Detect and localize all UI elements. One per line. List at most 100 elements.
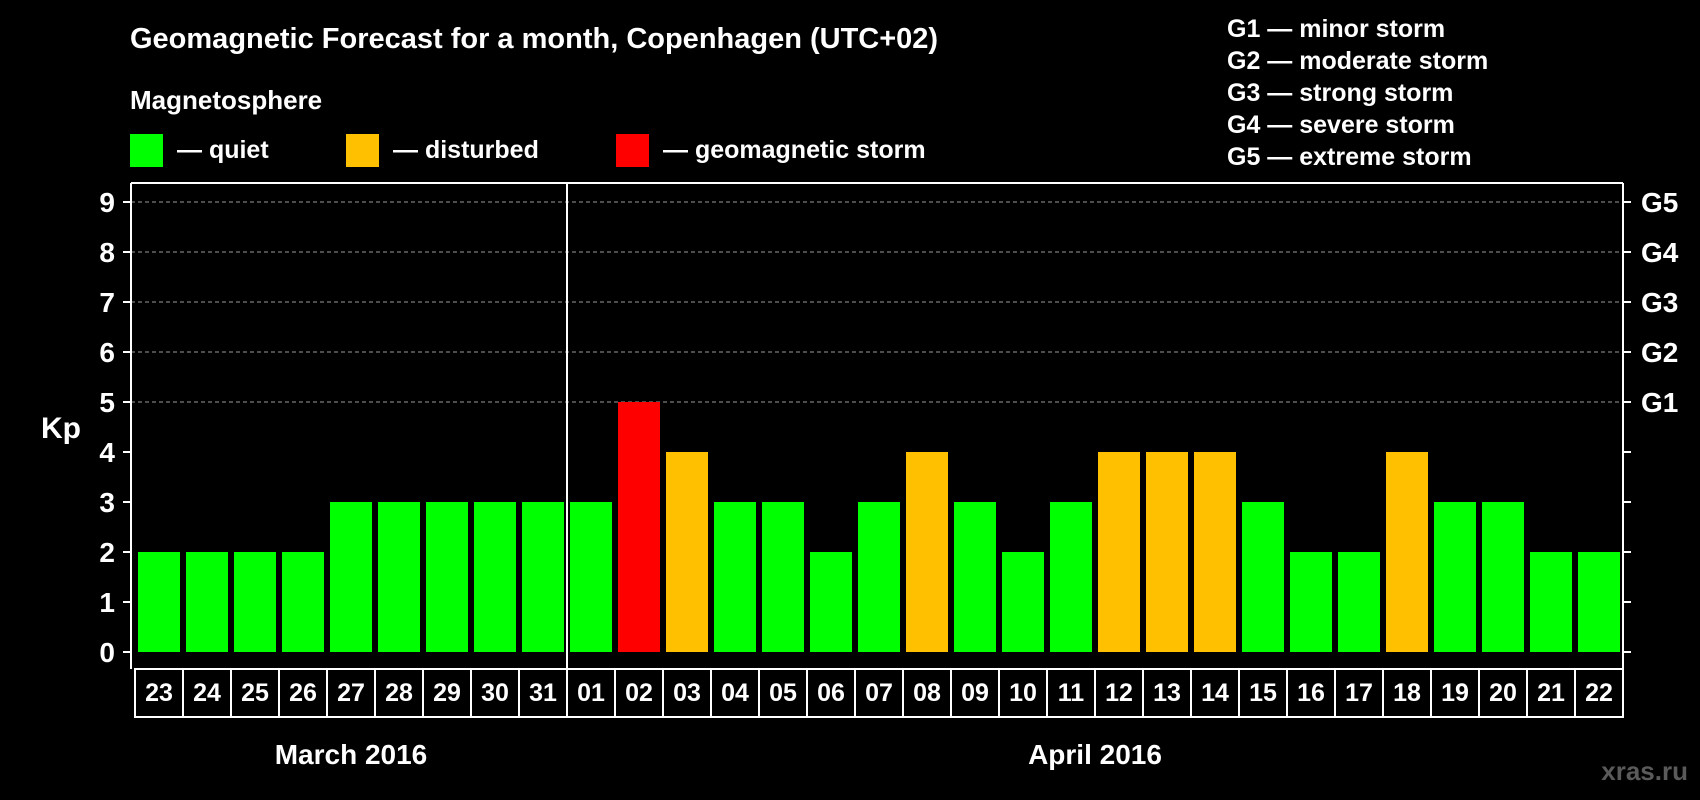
chart-title: Geomagnetic Forecast for a month, Copenh…: [130, 23, 938, 55]
legend-label-quiet: — quiet: [177, 136, 269, 164]
y-tick-label-7: 7: [99, 287, 115, 318]
y-axis-ticks: 0 1 2 3 4 5 6 7 8 9: [99, 187, 1631, 668]
day-label-20: 20: [1489, 679, 1517, 707]
bar-13: [1146, 452, 1188, 652]
bar-21: [1530, 552, 1572, 652]
y-tick-label-5: 5: [99, 387, 115, 418]
day-label-11: 11: [1058, 679, 1085, 707]
storm-level-g4: G4 — severe storm: [1227, 111, 1455, 139]
day-label-01: 01: [577, 679, 605, 707]
day-label-23: 23: [145, 679, 173, 707]
y-tick-label-9: 9: [99, 187, 115, 218]
day-label-29: 29: [433, 679, 461, 707]
bar-25: [234, 552, 276, 652]
watermark: xras.ru: [1601, 756, 1688, 786]
bar-17: [1338, 552, 1380, 652]
bar-24: [186, 552, 228, 652]
bar-15: [1242, 502, 1284, 652]
day-label-18: 18: [1393, 679, 1421, 707]
legend-subtitle: Magnetosphere: [130, 85, 322, 115]
day-label-28: 28: [385, 679, 413, 707]
storm-level-axis-ticks: G1 G2 G3 G4 G5: [1641, 187, 1679, 418]
axes: [130, 182, 1624, 669]
bar-05: [762, 502, 804, 652]
storm-level-g5: G5 — extreme storm: [1227, 143, 1472, 171]
day-label-17: 17: [1345, 679, 1373, 707]
gridlines: [131, 201, 1623, 403]
day-label-25: 25: [241, 679, 269, 707]
month-label-0: March 2016: [275, 739, 428, 770]
y-tick-label-0: 0: [99, 637, 115, 668]
bar-02: [618, 402, 660, 652]
bar-16: [1290, 552, 1332, 652]
storm-tick-label-g5: G5: [1641, 187, 1678, 218]
day-label-27: 27: [337, 679, 365, 707]
day-label-05: 05: [769, 679, 797, 707]
month-label-1: April 2016: [1028, 739, 1162, 770]
y-tick-label-4: 4: [99, 437, 115, 468]
day-label-30: 30: [481, 679, 509, 707]
storm-level-g1: G1 — minor storm: [1227, 15, 1445, 43]
bar-09: [954, 502, 996, 652]
legend-swatch-quiet: [130, 134, 163, 167]
bar-07: [858, 502, 900, 652]
month-labels: March 2016 April 2016: [275, 739, 1162, 770]
y-tick-label-2: 2: [99, 537, 115, 568]
bar-23: [138, 552, 180, 652]
bar-04: [714, 502, 756, 652]
bar-29: [426, 502, 468, 652]
day-label-frame: [134, 668, 1624, 718]
day-label-21: 21: [1537, 679, 1565, 707]
day-label-14: 14: [1201, 679, 1229, 707]
bar-31: [522, 502, 564, 652]
bar-20: [1482, 502, 1524, 652]
bar-14: [1194, 452, 1236, 652]
legend-label-disturbed: — disturbed: [393, 136, 539, 164]
y-tick-label-1: 1: [99, 587, 115, 618]
storm-level-legend: G1 — minor storm G2 — moderate storm G3 …: [1227, 15, 1488, 171]
y-tick-label-3: 3: [99, 487, 115, 518]
day-label-15: 15: [1249, 679, 1277, 707]
day-label-16: 16: [1297, 679, 1325, 707]
bar-30: [474, 502, 516, 652]
storm-tick-label-g4: G4: [1641, 237, 1679, 268]
day-label-09: 09: [961, 679, 989, 707]
day-label-08: 08: [913, 679, 941, 707]
bar-22: [1578, 552, 1620, 652]
day-label-26: 26: [289, 679, 317, 707]
legend-label-storm: — geomagnetic storm: [663, 136, 926, 164]
bar-26: [282, 552, 324, 652]
bar-12: [1098, 452, 1140, 652]
day-label-31: 31: [529, 679, 557, 707]
day-label-24: 24: [193, 679, 221, 707]
day-labels: 23 24 25 26 27 28 29 30 31 01 02 03 04 05 06 07 08 09 10 11…: [134, 668, 1624, 718]
bar-19: [1434, 502, 1476, 652]
day-label-10: 10: [1009, 679, 1037, 707]
y-tick-label-8: 8: [99, 237, 115, 268]
bar-28: [378, 502, 420, 652]
storm-tick-label-g3: G3: [1641, 287, 1678, 318]
day-label-06: 06: [817, 679, 845, 707]
day-label-19: 19: [1441, 679, 1469, 707]
day-label-13: 13: [1153, 679, 1181, 707]
bar-03: [666, 452, 708, 652]
day-label-12: 12: [1105, 679, 1133, 707]
bar-18: [1386, 452, 1428, 652]
bars: [138, 402, 1620, 652]
storm-level-g2: G2 — moderate storm: [1227, 47, 1488, 75]
day-label-04: 04: [721, 679, 749, 707]
storm-tick-label-g2: G2: [1641, 337, 1678, 368]
bar-10: [1002, 552, 1044, 652]
day-label-03: 03: [673, 679, 701, 707]
bar-01: [570, 502, 612, 652]
y-tick-label-6: 6: [99, 337, 115, 368]
day-label-22: 22: [1585, 679, 1613, 707]
status-legend: — quiet — disturbed — geomagnetic storm: [130, 134, 926, 167]
storm-level-g3: G3 — strong storm: [1227, 79, 1453, 107]
legend-swatch-disturbed: [346, 134, 379, 167]
bar-08: [906, 452, 948, 652]
storm-tick-label-g1: G1: [1641, 387, 1678, 418]
legend-swatch-storm: [616, 134, 649, 167]
